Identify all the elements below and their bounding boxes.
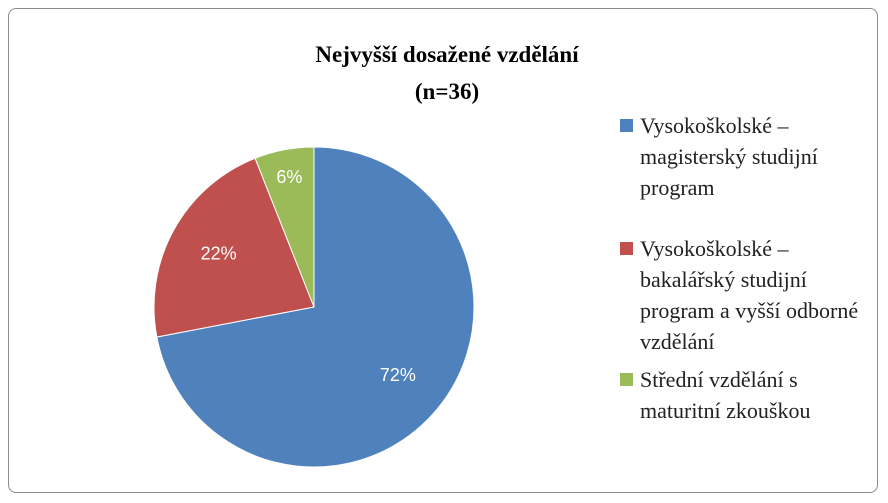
- chart-frame: [8, 8, 878, 493]
- legend-label: Střední vzdělání s maturitní zkouškou: [640, 367, 811, 423]
- slice-label: 6%: [276, 167, 302, 187]
- slice-label: 22%: [201, 243, 237, 263]
- legend-swatch: [620, 373, 633, 386]
- pie-slice: [156, 146, 475, 468]
- legend-item: Vysokoškolské – bakalářský studijní prog…: [620, 233, 860, 357]
- pie-slice: [153, 157, 315, 338]
- slice-label: 72%: [380, 365, 416, 385]
- legend-swatch: [620, 119, 633, 132]
- legend-label: Vysokoškolské – bakalářský studijní prog…: [640, 236, 859, 354]
- legend-item: Vysokoškolské – magisterský studijní pro…: [620, 110, 860, 203]
- legend-swatch: [620, 242, 633, 255]
- chart-title: Nejvyšší dosažené vzdělání: [315, 42, 579, 67]
- legend-label: Vysokoškolské – magisterský studijní pro…: [640, 113, 818, 200]
- chart-subtitle: (n=36): [415, 79, 479, 104]
- legend-item: Střední vzdělání s maturitní zkouškou: [620, 364, 860, 426]
- pie-slice: [254, 146, 315, 308]
